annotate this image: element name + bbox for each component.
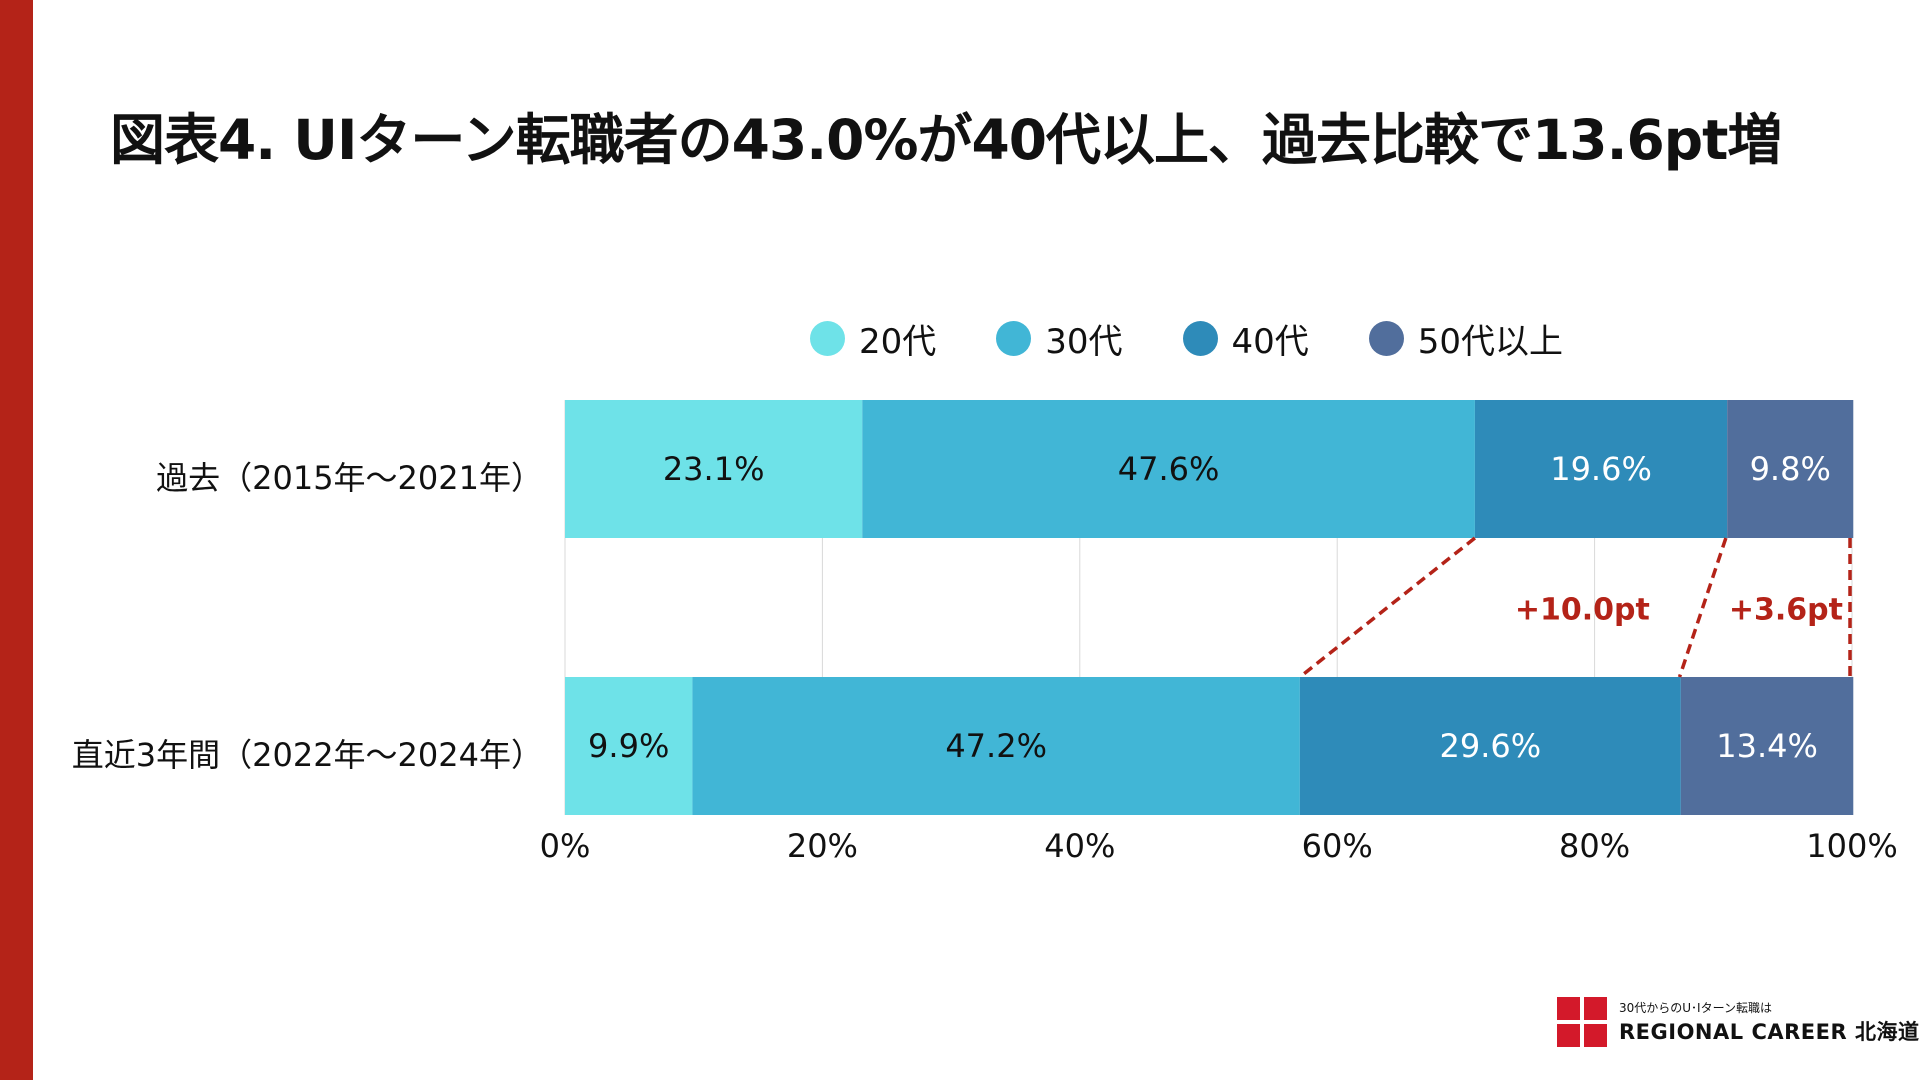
bar-segment	[692, 677, 1300, 815]
change-annotation-label: +3.6pt	[1729, 593, 1843, 628]
logo-tagline: 30代からのU･Iターン転職は	[1619, 1000, 1772, 1015]
legend-item: 40代	[1182, 314, 1309, 363]
bar-segment	[1299, 677, 1681, 815]
row-label-past: 過去（2015年～2021年）	[156, 459, 543, 497]
bar-data-label: 13.4%	[1716, 727, 1818, 765]
chart-title: 図表4. UIターン転職者の43.0%が40代以上、過去比較で13.6pt増	[110, 108, 1782, 172]
legend-label: 20代	[859, 321, 937, 362]
x-tick-label: 20%	[787, 827, 858, 865]
bar-data-label: 47.6%	[1118, 450, 1220, 488]
change-annotation-label: +10.0pt	[1515, 593, 1650, 628]
row-label-recent: 直近3年間（2022年～2024年）	[71, 736, 543, 774]
bar-segment	[1474, 400, 1728, 538]
legend-swatch-icon	[996, 320, 1032, 356]
accent-bar	[0, 0, 33, 1080]
legend-item: 20代	[810, 314, 936, 363]
legend-item: 30代	[996, 314, 1123, 363]
x-tick-label: 0%	[540, 827, 591, 865]
footer-logo: 30代からのU･Iターン転職は REGIONAL CAREER 北海道	[1557, 997, 1919, 1047]
bar-data-label: 9.9%	[588, 727, 669, 765]
regional-career-logo-icon	[1557, 997, 1607, 1047]
bar-data-label: 19.6%	[1550, 450, 1652, 488]
change-connector-line	[1677, 537, 1728, 678]
bar-segment	[565, 677, 693, 815]
x-tick-label: 40%	[1044, 827, 1115, 865]
bar-segment	[862, 400, 1475, 538]
bar-segment	[565, 400, 863, 538]
legend-swatch-icon	[1368, 320, 1404, 356]
logo-brand: REGIONAL CAREER 北海道	[1619, 1019, 1920, 1044]
x-tick-label: 100%	[1806, 827, 1897, 865]
legend-label: 50代以上	[1417, 321, 1564, 362]
legend-swatch-icon	[810, 320, 845, 356]
bar-data-label: 23.1%	[663, 450, 765, 488]
x-tick-label: 80%	[1559, 827, 1630, 865]
bar-segment	[1680, 677, 1854, 815]
legend-item: 50代以上	[1368, 314, 1564, 363]
legend-label: 40代	[1231, 321, 1309, 362]
bar-data-label: 29.6%	[1440, 727, 1542, 765]
legend-swatch-icon	[1182, 320, 1218, 356]
legend: 20代 30代 40代 50代以上	[810, 313, 1623, 363]
x-tick-label: 60%	[1302, 827, 1373, 865]
bar-data-label: 9.8%	[1750, 450, 1831, 488]
bar-segment	[1727, 400, 1854, 538]
legend-label: 30代	[1045, 321, 1123, 362]
bar-data-label: 47.2%	[945, 727, 1047, 765]
change-connector-line	[1298, 536, 1476, 679]
